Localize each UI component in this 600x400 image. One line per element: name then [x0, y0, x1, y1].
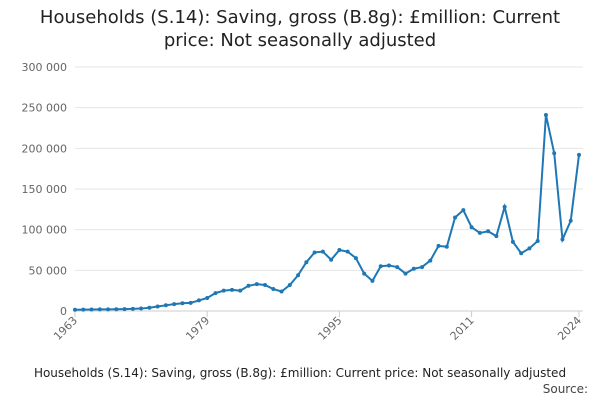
data-point: [436, 243, 441, 248]
data-point: [188, 300, 193, 305]
data-point: [155, 304, 160, 309]
data-point: [329, 257, 334, 262]
x-tick-label: 2024: [555, 314, 584, 343]
x-tick-label: 1979: [183, 314, 212, 343]
data-point: [345, 249, 350, 254]
data-point: [461, 208, 466, 213]
data-point: [304, 260, 309, 265]
source: Source:: [542, 382, 588, 396]
x-tick-label: 1963: [51, 314, 80, 343]
chart-title: Households (S.14): Saving, gross (B.8g):…: [39, 7, 561, 51]
data-point: [139, 306, 144, 311]
data-point: [279, 289, 284, 294]
data-point: [263, 282, 268, 287]
y-tick-label: 0: [60, 305, 67, 318]
data-point: [296, 273, 301, 278]
data-point: [271, 287, 276, 292]
data-point: [229, 287, 234, 292]
data-point: [238, 288, 243, 293]
data-point: [552, 151, 557, 156]
x-tick-label: 1995: [316, 314, 345, 343]
data-point: [180, 301, 185, 306]
data-point: [122, 307, 127, 312]
data-point: [477, 230, 482, 235]
data-point: [320, 249, 325, 254]
data-point: [378, 264, 383, 269]
data-point: [568, 218, 573, 223]
data-point: [337, 248, 342, 252]
data-point: [287, 282, 292, 287]
data-point: [163, 303, 168, 308]
data-point: [370, 278, 375, 283]
data-point: [519, 251, 524, 256]
data-point: [444, 244, 449, 249]
data-point: [543, 112, 548, 117]
caption-text: Households (S.14): Saving, gross (B.8g):…: [33, 366, 567, 380]
data-point: [420, 265, 425, 270]
data-point: [395, 265, 400, 270]
x-tick-label: 2011: [448, 314, 477, 343]
data-point: [411, 266, 416, 271]
data-point: [130, 306, 135, 311]
data-point: [577, 152, 581, 157]
y-tick-label: 250 000: [22, 102, 68, 115]
data-point: [403, 271, 408, 276]
data-point: [205, 295, 210, 300]
data-point: [172, 302, 177, 307]
data-point: [428, 258, 433, 263]
data-point: [386, 263, 391, 268]
data-point: [353, 256, 358, 261]
y-tick-label: 200 000: [22, 142, 68, 155]
data-point: [560, 237, 565, 242]
data-point: [106, 307, 111, 312]
data-point: [510, 239, 515, 244]
y-tick-label: 50 000: [29, 264, 68, 277]
data-point: [527, 246, 532, 251]
data-point: [254, 282, 259, 287]
data-point: [246, 283, 251, 288]
data-point: [362, 271, 367, 276]
data-point: [453, 215, 458, 220]
data-point: [213, 291, 218, 296]
data-point: [196, 298, 201, 303]
data-point: [494, 234, 499, 239]
data-point: [469, 225, 474, 230]
y-tick-label: 100 000: [22, 224, 68, 237]
data-point: [73, 307, 77, 312]
data-point: [81, 307, 86, 312]
data-line: [74, 114, 580, 311]
data-point: [312, 250, 317, 255]
data-point: [147, 305, 152, 310]
caption: Households (S.14): Saving, gross (B.8g):…: [0, 366, 600, 380]
data-point: [114, 307, 119, 312]
y-tick-label: 150 000: [22, 183, 68, 196]
data-point: [486, 229, 491, 234]
y-tick-label: 300 000: [22, 61, 68, 74]
data-point: [97, 307, 102, 312]
data-point: [502, 204, 507, 209]
data-point: [535, 239, 540, 244]
data-point: [221, 288, 226, 293]
data-point: [89, 307, 94, 312]
